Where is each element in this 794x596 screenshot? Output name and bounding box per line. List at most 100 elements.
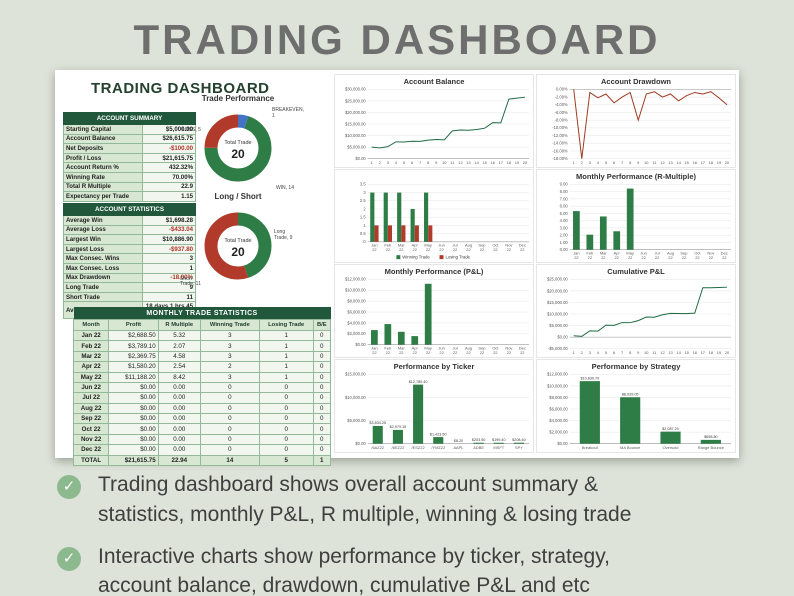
table-row: Account Return % 432.32% xyxy=(62,162,196,173)
bar xyxy=(372,425,383,444)
bar xyxy=(424,283,432,345)
chart-text: $2,979.15 xyxy=(390,425,407,429)
chart-text: 22 xyxy=(372,247,376,252)
chart-text: $2,087.20 xyxy=(662,427,679,431)
chart-account-drawdown[interactable]: Account Drawdown 0.00% -2.00% -4.00% -6.00% -… xyxy=(536,74,736,168)
table-row: Account Balance $26,615.75 xyxy=(62,133,196,145)
bar xyxy=(374,225,379,242)
chart-text: Aug xyxy=(667,251,674,256)
chart-text: Sep xyxy=(478,346,486,351)
chart-text: 2 xyxy=(379,160,381,165)
chart-monthly-performance-r-multiple[interactable]: Monthly Performance (R-Multiple) 9.00 8.00… xyxy=(536,169,736,263)
chart-text: /ESZ22 xyxy=(412,445,425,450)
chart-text: /6AZ22 xyxy=(371,445,384,450)
cell: 1 xyxy=(258,329,314,342)
chart-text: Aug xyxy=(465,243,472,248)
chart-text: $15,000.00 xyxy=(547,300,568,305)
chart-text: 1.00 xyxy=(560,240,569,245)
chart-text: 22 xyxy=(386,350,390,355)
chart-text: 22 xyxy=(682,255,686,260)
chart-text: 22 xyxy=(466,350,470,355)
bar xyxy=(660,431,681,444)
chart-text: $12,780.40 xyxy=(409,380,428,384)
chart-text: 15 xyxy=(684,160,689,165)
chart-text: $658.80 xyxy=(704,435,718,439)
cell: Jul 22 xyxy=(72,392,110,404)
chart-text: $10,000.00 xyxy=(345,133,366,138)
chart-performance-by-ticker[interactable]: Performance by Ticker $15,000.00 $10,000.0… xyxy=(334,359,534,453)
chart-text: 18 xyxy=(709,160,714,165)
chart-text: 19 xyxy=(717,160,722,165)
long-short-donut-chart[interactable]: Long / Short Total Trade 20 Long Trade, 9 Sh… xyxy=(178,192,298,304)
table-row: May 22 $11,188.20 8.42 3 1 0 xyxy=(72,371,332,383)
bar xyxy=(413,384,424,444)
chart-winning-losing-trade[interactable]: 3.5 3 2.5 2 1.5 1 0.5 0 Jan 22 Feb 22 Mar 22 Apr 22 May 2… xyxy=(334,169,534,263)
bar xyxy=(626,188,634,250)
chart-monthly-performance-pnl[interactable]: Monthly Performance (P&L) $12,000.00 $10,0… xyxy=(334,264,534,358)
cell: 1 xyxy=(258,340,314,352)
cell: 2.07 xyxy=(157,340,201,352)
page-title: TRADING DASHBOARD xyxy=(133,16,661,63)
chart-text: 5 xyxy=(605,160,608,165)
chart-text: 7 xyxy=(621,350,623,355)
cell: Oct 22 xyxy=(72,423,110,435)
bar xyxy=(424,192,429,242)
cell: 0.00 xyxy=(157,433,201,446)
cell: 8.42 xyxy=(157,371,201,383)
chart-text: Nov xyxy=(707,251,714,256)
data-line xyxy=(573,286,728,337)
chart-title: Monthly Performance (P&L) xyxy=(384,267,484,276)
table-row: Short Trade 11 xyxy=(62,291,196,303)
table-row: Total R Multiple 22.9 xyxy=(62,181,196,193)
cell: 1 xyxy=(258,371,314,383)
chart-text: Total Trade xyxy=(224,238,251,244)
table-row: Winning Rate 70.00% xyxy=(62,171,196,183)
chart-text: $0.00 xyxy=(355,342,366,347)
cell: 3 xyxy=(199,329,260,342)
chart-text: Sep xyxy=(680,251,688,256)
cell: $1,580.20 xyxy=(108,361,159,373)
cell: 0 xyxy=(312,371,332,383)
chart-text: 15 xyxy=(482,160,487,165)
bar xyxy=(387,225,393,242)
table-row: Sep 22 $0.00 0.00 0 0 0 xyxy=(72,412,332,425)
chart-text: $15,000.00 xyxy=(345,372,366,377)
chart-title: Account Balance xyxy=(403,77,465,86)
chart-performance-by-strategy[interactable]: Performance by Strategy $12,000.00 $10,000… xyxy=(536,359,736,453)
chart-text: 22 xyxy=(480,247,484,252)
chart-text: 22 xyxy=(628,255,632,260)
cell: 3 xyxy=(199,350,260,363)
chart-account-balance[interactable]: Account Balance $30,000.00 $25,000.00 $20,0… xyxy=(334,74,534,168)
chart-text: 22 xyxy=(574,255,578,260)
chart-text: -14.00% xyxy=(552,141,568,146)
chart-text: 5 xyxy=(403,160,406,165)
chart-text: Mar xyxy=(398,243,405,248)
bar xyxy=(411,336,419,345)
bar xyxy=(410,208,415,242)
table-title: ACCOUNT SUMMARY xyxy=(63,112,196,125)
chart-text: -10.00% xyxy=(552,125,568,130)
chart-text: 20 xyxy=(725,160,730,165)
chart-text: Jan xyxy=(573,251,579,256)
chart-text: 20 xyxy=(523,160,528,165)
row-label: Short Trade xyxy=(62,291,144,303)
chart-text: 16 xyxy=(693,350,698,355)
chart-title: Performance by Ticker xyxy=(393,362,475,371)
monthly-trade-statistics-table: MONTHLY TRADE STATISTICS Month Profit R Mul… xyxy=(72,307,332,466)
bar xyxy=(397,192,402,242)
plot-area: 9.00 8.00 7.00 6.00 5.00 4.00 3.00 2.00 1.00 0.00… xyxy=(560,182,732,260)
chart-text: AAPL xyxy=(453,445,464,450)
cell: Sep 22 xyxy=(72,412,110,425)
chart-text: 10 xyxy=(644,350,649,355)
chart-text: Oct xyxy=(694,251,701,256)
table-row: Jun 22 $0.00 0.00 0 0 0 xyxy=(72,381,332,394)
trade-performance-donut-chart[interactable]: Trade Performance Total Trade 20 BREAKEVEN,… xyxy=(178,94,304,200)
chart-text: 22 xyxy=(466,247,470,252)
plot-area: $15,000.00 $10,000.00 $5,000.00 $0.00/6AZ22… xyxy=(345,372,530,450)
chart-text: $5,000.00 xyxy=(549,323,568,328)
chart-text: 22 xyxy=(426,350,430,355)
chart-cumulative-pnl[interactable]: Cumulative P&L $25,000.00 $20,000.00 $15,00… xyxy=(536,264,736,358)
chart-text: Jun xyxy=(640,251,646,256)
cell: $0.00 xyxy=(108,423,159,435)
bullet-item: ✓ Trading dashboard shows overall account… xyxy=(57,470,767,530)
